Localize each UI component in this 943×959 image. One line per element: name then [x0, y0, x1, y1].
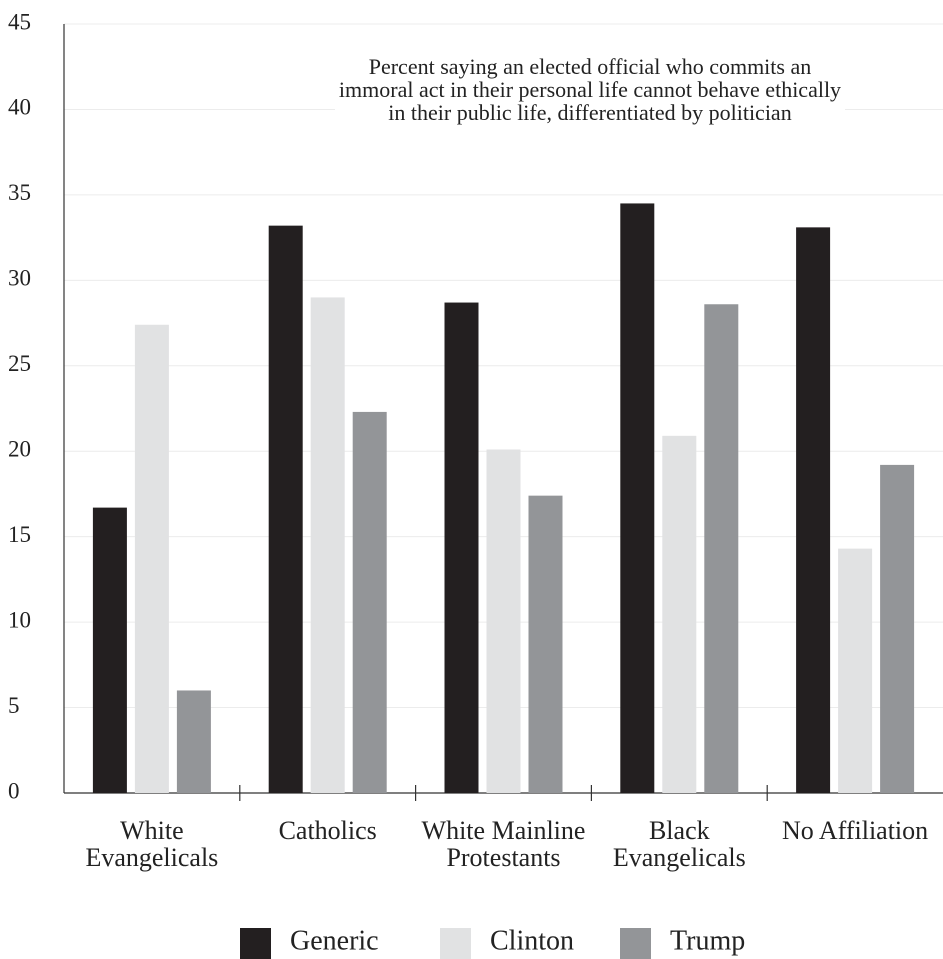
x-tick-label: Catholics: [278, 816, 377, 845]
x-tick-label: No Affiliation: [782, 816, 929, 845]
y-tick-label: 10: [8, 607, 31, 632]
legend-swatch: [620, 928, 651, 959]
bar: [444, 302, 479, 793]
y-tick-label: 30: [8, 266, 31, 291]
bar: [880, 464, 915, 793]
bar: [838, 548, 873, 793]
bar: [352, 411, 387, 793]
bar: [662, 435, 697, 793]
legend-swatch: [440, 928, 471, 959]
y-tick-label: 35: [8, 180, 31, 205]
legend-label: Clinton: [490, 925, 574, 956]
bar: [486, 449, 521, 793]
bar: [528, 495, 563, 793]
bar: [620, 203, 655, 793]
x-tick-label: White Mainline Protestants: [421, 816, 586, 872]
bar: [134, 324, 169, 793]
x-tick-label: White Evangelicals: [85, 816, 219, 872]
y-tick-label: 5: [8, 693, 20, 718]
y-tick-label: 45: [8, 9, 31, 34]
y-tick-label: 40: [8, 95, 31, 120]
y-tick-label: 15: [8, 522, 31, 547]
y-tick-label: 20: [8, 437, 31, 462]
bar: [268, 225, 303, 793]
x-tick-label: Black Evangelicals: [612, 816, 746, 872]
bar: [704, 304, 739, 793]
chart-title: Percent saying an elected official who c…: [335, 55, 845, 124]
bar: [176, 690, 211, 793]
bar: [796, 227, 831, 793]
legend-label: Trump: [670, 925, 745, 956]
legend-label: Generic: [290, 925, 379, 956]
legend-swatch: [240, 928, 271, 959]
bar: [310, 297, 345, 793]
bar: [92, 507, 127, 793]
y-tick-label: 25: [8, 351, 31, 376]
y-tick-label: 0: [8, 778, 20, 803]
